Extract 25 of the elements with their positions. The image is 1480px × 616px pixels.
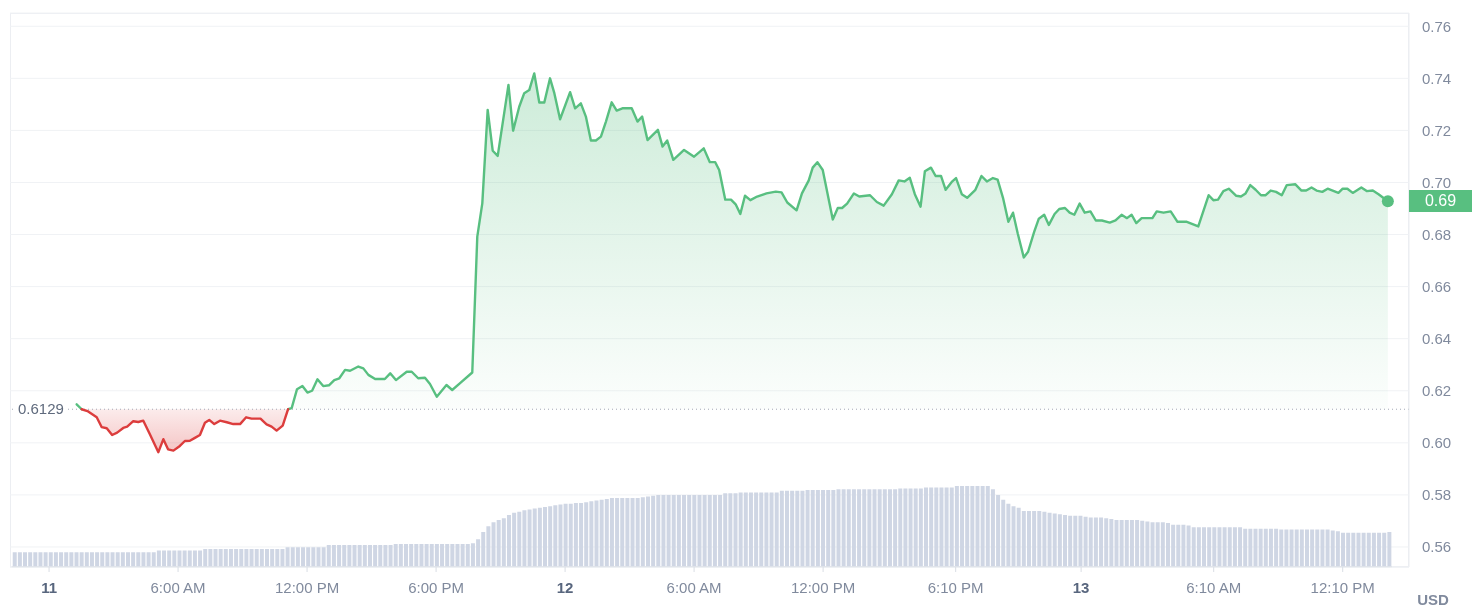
y-tick-label: 0.76 bbox=[1422, 17, 1452, 35]
x-tick-label: 12 bbox=[556, 578, 574, 596]
x-tick-label: 6:00 PM bbox=[408, 578, 465, 596]
ref-line-label: 0.6129 bbox=[15, 400, 67, 419]
y-tick-label: 0.72 bbox=[1422, 121, 1452, 139]
x-tick-label: 13 bbox=[1072, 578, 1090, 596]
x-tick-label: 12:00 PM bbox=[274, 578, 340, 596]
text: 0.69 bbox=[1409, 190, 1472, 213]
y-axis-title: USD bbox=[1416, 591, 1450, 608]
x-tick-label: 6:00 AM bbox=[150, 578, 206, 596]
y-tick-label: 0.60 bbox=[1422, 434, 1452, 452]
x-tick-label: 6:00 AM bbox=[666, 578, 722, 596]
x-tick-label: 11 bbox=[41, 578, 57, 596]
y-tick-label: 0.58 bbox=[1422, 486, 1452, 504]
x-tick-label: 6:10 PM bbox=[927, 578, 984, 596]
y-tick-label: 0.68 bbox=[1422, 225, 1452, 243]
y-tick-label: 0.62 bbox=[1422, 382, 1452, 400]
x-tick-label: 12:10 PM bbox=[1310, 578, 1375, 596]
y-tick-label: 0.74 bbox=[1422, 69, 1452, 87]
x-tick-label: 12:00 PM bbox=[790, 578, 856, 596]
y-tick-label: 0.56 bbox=[1422, 538, 1452, 556]
y-tick-label: 0.66 bbox=[1422, 277, 1452, 295]
y-tick-label: 0.70 bbox=[1422, 173, 1452, 191]
x-tick-label: 6:10 AM bbox=[1186, 578, 1242, 596]
y-tick-label: 0.64 bbox=[1422, 330, 1452, 348]
